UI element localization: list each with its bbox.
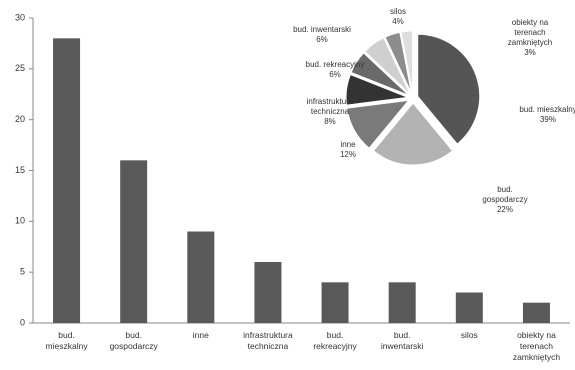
pie-label-name: bud. rekreacyjny: [305, 60, 365, 69]
x-tick-label: bud. gospodarczy: [109, 330, 158, 351]
pie-label: bud. inwentarski 6%: [292, 25, 352, 45]
bar: [53, 38, 81, 323]
bar: [321, 282, 349, 323]
x-tick-label: bud. mieszkalny: [45, 330, 88, 351]
bar: [254, 262, 282, 323]
pie-label-value: 3%: [524, 48, 536, 57]
y-tick-label: 10: [15, 216, 25, 226]
pie-label-value: 6%: [316, 35, 328, 44]
x-tick-label: obiekty na terenach zamkniętych: [512, 330, 561, 362]
pie-label: obiekty na terenach zamkniętych 3%: [500, 18, 560, 58]
pie-label-name: bud. mieszkalny: [519, 105, 575, 114]
y-tick-label: 25: [15, 63, 25, 73]
y-tick-label: 0: [20, 317, 25, 327]
y-tick-label: 30: [15, 12, 25, 22]
pie-label-value: 22%: [496, 205, 513, 214]
pie-label-value: 4%: [392, 17, 404, 26]
pie-label-name: obiekty na terenach zamkniętych: [507, 18, 553, 47]
pie-label-name: bud. inwentarski: [293, 25, 351, 34]
pie-slice: [417, 33, 481, 145]
pie-slice: [372, 102, 454, 166]
pie-label-value: 12%: [339, 150, 356, 159]
pie-label: bud. mieszkalny 39%: [518, 105, 575, 125]
pie-label-name: silos: [389, 7, 406, 16]
bar: [187, 231, 215, 323]
pie-label: inne 12%: [318, 140, 378, 160]
pie-label: silos 4%: [368, 7, 428, 27]
pie-label: infrastruktura techniczna 8%: [300, 97, 360, 127]
pie-label-value: 39%: [539, 115, 556, 124]
pie-label-name: bud. gospodarczy: [482, 185, 528, 204]
pie-slice: [346, 99, 410, 149]
y-tick-label: 20: [15, 114, 25, 124]
bar: [455, 292, 483, 323]
bar: [388, 282, 416, 323]
pie-label-name: infrastruktura techniczna: [306, 97, 354, 116]
pie-slice: [384, 31, 412, 94]
pie-label-name: inne: [340, 140, 356, 149]
pie-label: bud. rekreacyjny 6%: [305, 60, 365, 80]
pie-label-value: 6%: [329, 70, 341, 79]
y-tick-label: 5: [20, 267, 25, 277]
x-tick-label: bud. inwentarski: [380, 330, 424, 351]
y-tick-label: 15: [15, 165, 25, 175]
x-tick-label: infrastruktura techniczna: [243, 330, 293, 351]
x-tick-label: silos: [460, 330, 478, 340]
bar: [120, 160, 148, 323]
x-tick-label: inne: [192, 330, 209, 340]
pie-slice: [364, 37, 411, 95]
bar: [522, 302, 550, 323]
pie-label-value: 8%: [324, 117, 336, 126]
pie-label: bud. gospodarczy 22%: [475, 185, 535, 215]
pie-slice: [350, 52, 410, 96]
x-tick-label: bud. rekreacyjny: [313, 330, 357, 351]
pie-slice: [345, 73, 409, 106]
pie-slice: [400, 30, 414, 94]
